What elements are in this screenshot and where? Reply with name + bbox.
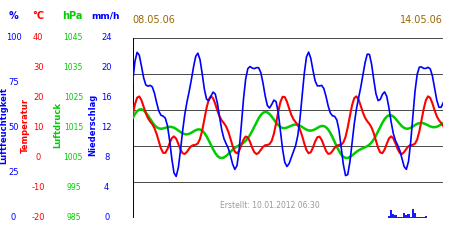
Bar (418, 217, 420, 218)
Text: 4: 4 (104, 183, 109, 192)
Bar (412, 209, 414, 218)
Text: 08.05.06: 08.05.06 (133, 15, 176, 25)
Text: 12: 12 (101, 123, 112, 132)
Text: %: % (9, 11, 18, 21)
Bar (396, 217, 399, 218)
Text: 40: 40 (33, 33, 44, 42)
Bar (399, 217, 401, 218)
Text: 1025: 1025 (64, 93, 83, 102)
Bar (394, 215, 396, 218)
Bar (407, 214, 410, 218)
Text: Luftdruck: Luftdruck (53, 102, 62, 148)
Text: 50: 50 (8, 123, 19, 132)
Text: 100: 100 (5, 33, 22, 42)
Bar (414, 213, 416, 218)
Text: 20: 20 (33, 93, 44, 102)
Text: -20: -20 (32, 213, 45, 222)
Text: 0: 0 (36, 153, 41, 162)
Bar (392, 214, 394, 218)
Text: 10: 10 (33, 123, 44, 132)
Text: 25: 25 (8, 168, 19, 177)
Text: 24: 24 (101, 33, 112, 42)
Text: 75: 75 (8, 78, 19, 87)
Text: 30: 30 (33, 63, 44, 72)
Text: -10: -10 (32, 183, 45, 192)
Bar (416, 217, 418, 218)
Text: Niederschlag: Niederschlag (89, 94, 98, 156)
Text: hPa: hPa (62, 11, 82, 21)
Text: 0: 0 (11, 213, 16, 222)
Text: mm/h: mm/h (91, 12, 120, 21)
Text: 8: 8 (104, 153, 109, 162)
Text: Temperatur: Temperatur (21, 98, 30, 152)
Text: 16: 16 (101, 93, 112, 102)
Bar (420, 217, 423, 218)
Text: 985: 985 (66, 213, 81, 222)
Text: 14.05.06: 14.05.06 (400, 15, 443, 25)
Text: °C: °C (32, 11, 44, 21)
Bar (388, 216, 390, 218)
Bar (425, 216, 427, 218)
Text: 1045: 1045 (63, 33, 83, 42)
Text: 1035: 1035 (63, 63, 83, 72)
Text: 0: 0 (104, 213, 109, 222)
Bar (403, 212, 405, 218)
Text: Luftfeuchtigkeit: Luftfeuchtigkeit (0, 86, 8, 164)
Text: 995: 995 (66, 183, 81, 192)
Bar (423, 216, 425, 218)
Text: Erstellt: 10.01.2012 06:30: Erstellt: 10.01.2012 06:30 (220, 201, 320, 210)
Text: 1015: 1015 (64, 123, 83, 132)
Bar (405, 215, 407, 218)
Bar (390, 210, 392, 218)
Text: 1005: 1005 (63, 153, 83, 162)
Text: 20: 20 (101, 63, 112, 72)
